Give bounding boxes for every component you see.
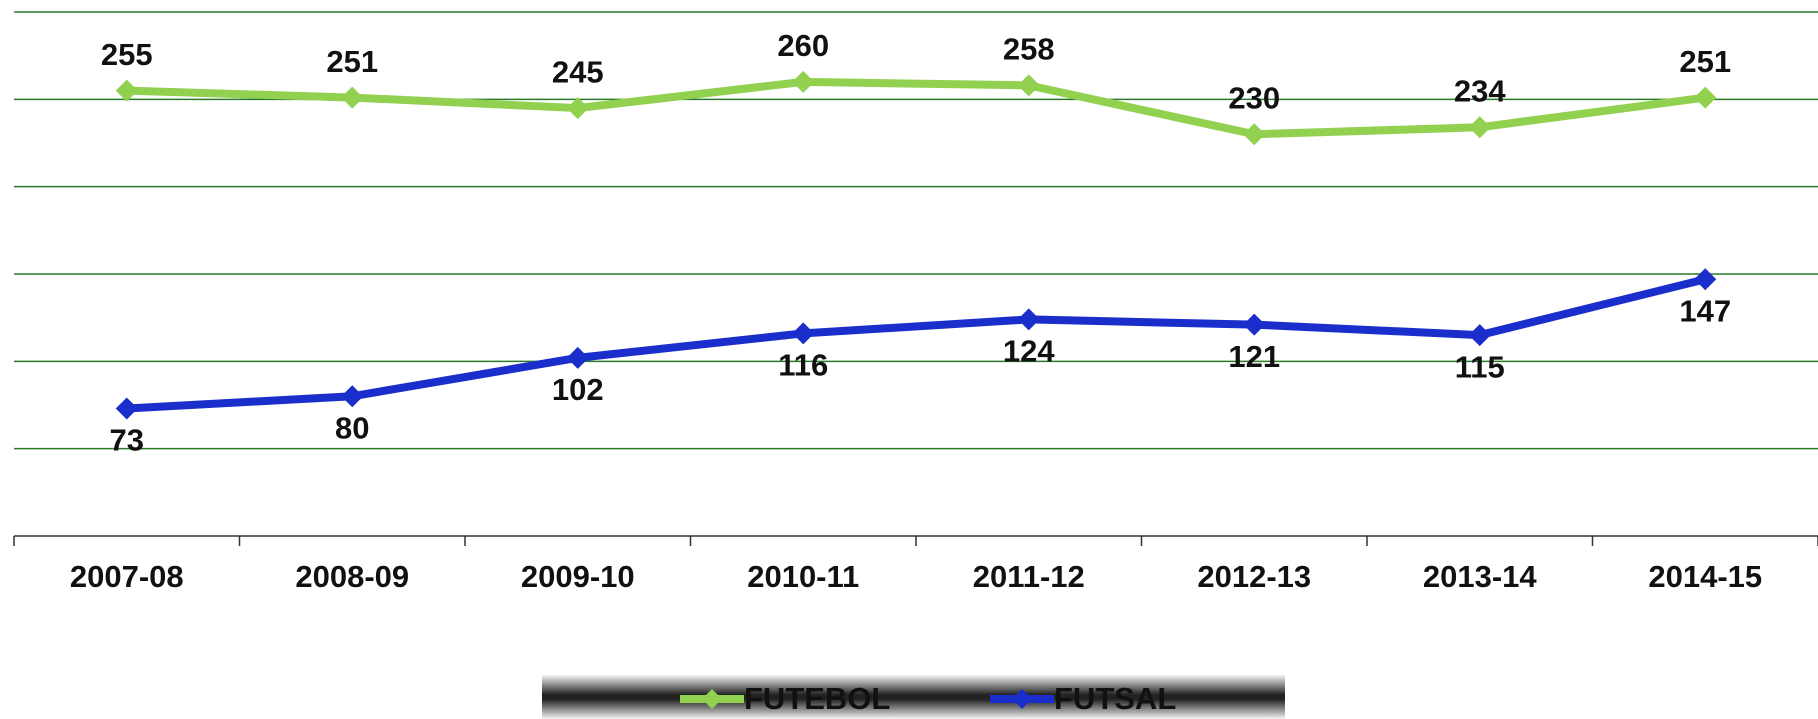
point-marker: [115, 79, 138, 102]
legend-marker: [702, 689, 722, 709]
data-label: 80: [335, 410, 369, 445]
data-label: 230: [1228, 80, 1280, 115]
point-marker: [1694, 86, 1717, 109]
point-marker: [1017, 74, 1040, 97]
point-marker: [566, 97, 589, 120]
point-marker: [341, 385, 364, 408]
x-tick-label: 2007-08: [70, 559, 184, 594]
point-marker: [1694, 268, 1717, 291]
data-label: 251: [326, 44, 378, 79]
x-tick-label: 2014-15: [1648, 559, 1762, 594]
data-label: 73: [110, 423, 144, 458]
data-label: 121: [1228, 339, 1280, 374]
series-line: [126, 275, 1707, 413]
data-label: 115: [1455, 349, 1505, 384]
data-label: 258: [1003, 32, 1055, 67]
data-label: 251: [1679, 44, 1731, 79]
point-marker: [1243, 123, 1266, 146]
x-tick-label: 2013-14: [1423, 559, 1538, 594]
legend-box: [542, 675, 1285, 719]
x-tick-label: 2011-12: [973, 559, 1085, 594]
data-label: 116: [778, 348, 828, 383]
point-marker: [792, 322, 815, 345]
point-marker: [341, 86, 364, 109]
data-label: 255: [101, 37, 153, 72]
data-label: 234: [1454, 73, 1506, 108]
x-tick-label: 2012-13: [1197, 559, 1311, 594]
data-label: 124: [1003, 334, 1055, 369]
point-marker: [566, 346, 589, 369]
point-marker: [1243, 313, 1266, 336]
point-marker: [792, 70, 815, 93]
data-label: 245: [552, 54, 604, 89]
series-line: [126, 77, 1706, 139]
x-tick-label: 2009-10: [521, 559, 635, 594]
data-label: 102: [552, 372, 604, 407]
x-tick-label: 2010-11: [747, 559, 859, 594]
legend-marker: [1012, 689, 1032, 709]
data-label: 147: [1679, 293, 1731, 328]
point-marker: [1017, 308, 1040, 331]
x-tick-label: 2008-09: [295, 559, 409, 594]
legend-label: FUTSAL: [1054, 681, 1176, 716]
point-marker: [115, 397, 138, 420]
legend-label: FUTEBOL: [744, 681, 890, 716]
data-label: 260: [777, 28, 829, 63]
point-marker: [1468, 116, 1491, 139]
point-marker: [1468, 324, 1491, 347]
